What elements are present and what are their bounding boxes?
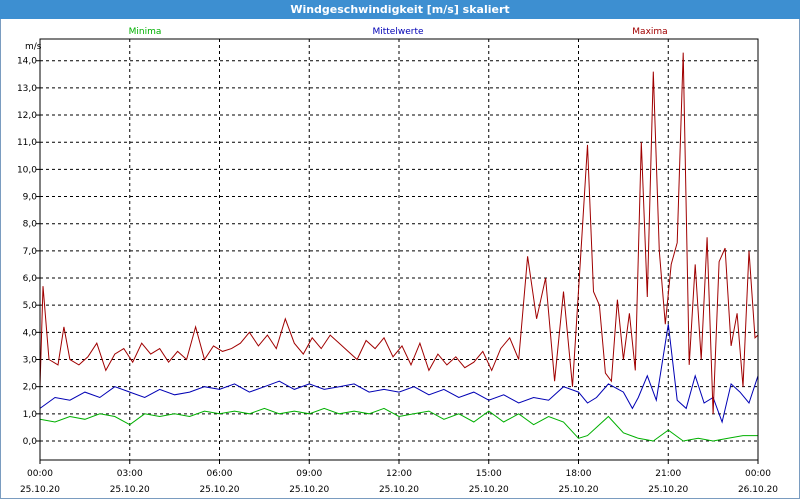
plot-area-border	[39, 38, 759, 461]
x-tick-date: 25.10.20	[289, 485, 329, 495]
legend-mittelwerte: Mittelwerte	[372, 27, 423, 37]
x-tick-time: 00:00	[745, 469, 771, 479]
x-tick-date: 26.10.20	[738, 485, 778, 495]
x-tick-time: 00:00	[27, 469, 53, 479]
grid	[40, 39, 758, 460]
x-tick-time: 03:00	[117, 469, 143, 479]
x-tick-time: 18:00	[566, 469, 592, 479]
x-tick-date: 25.10.20	[558, 485, 598, 495]
y-tick-label: 7,0	[23, 247, 38, 257]
series-line-minima	[39, 407, 758, 442]
series-lines	[39, 52, 759, 442]
x-tick-date: 25.10.20	[648, 485, 688, 495]
x-tick-time: 12:00	[386, 469, 412, 479]
y-tick-label: 2,0	[23, 383, 38, 393]
y-tick-label: 1,0	[23, 410, 38, 420]
y-tick-label: 0,0	[23, 437, 38, 447]
y-tick-label: 10,0	[17, 165, 37, 175]
y-tick-label: 11,0	[17, 138, 37, 148]
y-tick-label: 13,0	[17, 84, 37, 94]
x-tick-time: 15:00	[476, 469, 502, 479]
x-tick-date: 25.10.20	[20, 485, 60, 495]
y-tick-label: 4,0	[23, 328, 38, 338]
x-tick-time: 06:00	[207, 469, 233, 479]
y-tick-label: 6,0	[23, 274, 38, 284]
chart-title: Windgeschwindigkeit [m/s] skaliert	[0, 0, 800, 19]
legend-maxima: Maxima	[632, 27, 667, 37]
y-tick-label: 12,0	[17, 111, 37, 121]
x-tick-date: 25.10.20	[469, 485, 509, 495]
x-tick-time: 21:00	[655, 469, 681, 479]
series-line-maxima	[39, 52, 759, 414]
legend: Minima Mittelwerte Maxima	[129, 27, 668, 37]
x-ticks: 00:00 25.10.20 03:00 25.10.20 06:00 25.10.20 0…	[20, 460, 778, 495]
y-tick-label: 5,0	[23, 301, 38, 311]
y-tick-label: 9,0	[23, 193, 38, 203]
x-tick-date: 25.10.20	[199, 485, 239, 495]
y-ticks: 0,0 1,0 2,0 3,0 4,0 5,0 6,0 7,0 8,0 9,0 10,0 11,0 12…	[17, 57, 40, 447]
legend-minima: Minima	[129, 27, 162, 37]
x-tick-date: 25.10.20	[379, 485, 419, 495]
y-axis-label: m/s	[25, 42, 42, 52]
y-tick-label: 8,0	[23, 220, 38, 230]
y-tick-label: 3,0	[23, 356, 38, 366]
x-tick-time: 09:00	[296, 469, 322, 479]
y-tick-label: 14,0	[17, 57, 37, 67]
x-tick-date: 25.10.20	[110, 485, 150, 495]
series-line-mittelwerte	[39, 324, 759, 424]
